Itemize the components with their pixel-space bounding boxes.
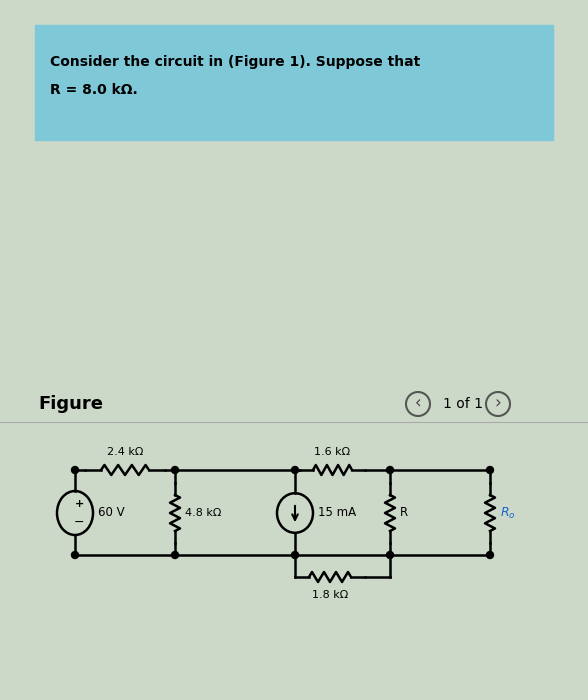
Text: 2.4 kΩ: 2.4 kΩ [107, 447, 143, 457]
Text: ›: › [495, 394, 502, 412]
Text: 60 V: 60 V [98, 507, 125, 519]
Circle shape [292, 552, 299, 559]
Circle shape [386, 552, 393, 559]
Text: R: R [400, 507, 408, 519]
Circle shape [486, 466, 493, 473]
Text: Consider the circuit in (Figure 1). Suppose that: Consider the circuit in (Figure 1). Supp… [50, 55, 420, 69]
Text: R = 8.0 kΩ.: R = 8.0 kΩ. [50, 83, 138, 97]
Circle shape [172, 466, 179, 473]
Circle shape [386, 466, 393, 473]
Circle shape [292, 466, 299, 473]
Circle shape [72, 552, 79, 559]
Text: +: + [74, 499, 83, 509]
Circle shape [172, 552, 179, 559]
Circle shape [72, 466, 79, 473]
Text: −: − [74, 515, 84, 528]
Text: Figure: Figure [38, 395, 103, 413]
Bar [35, 25, 553, 140]
Text: $R_o$: $R_o$ [500, 505, 516, 521]
Text: 1 of 1: 1 of 1 [443, 397, 483, 411]
Text: 1.8 kΩ: 1.8 kΩ [312, 590, 348, 600]
Circle shape [486, 552, 493, 559]
Text: ‹: ‹ [415, 394, 422, 412]
Text: 15 mA: 15 mA [318, 507, 356, 519]
Text: 4.8 kΩ: 4.8 kΩ [185, 508, 221, 518]
Text: 1.6 kΩ: 1.6 kΩ [314, 447, 350, 457]
